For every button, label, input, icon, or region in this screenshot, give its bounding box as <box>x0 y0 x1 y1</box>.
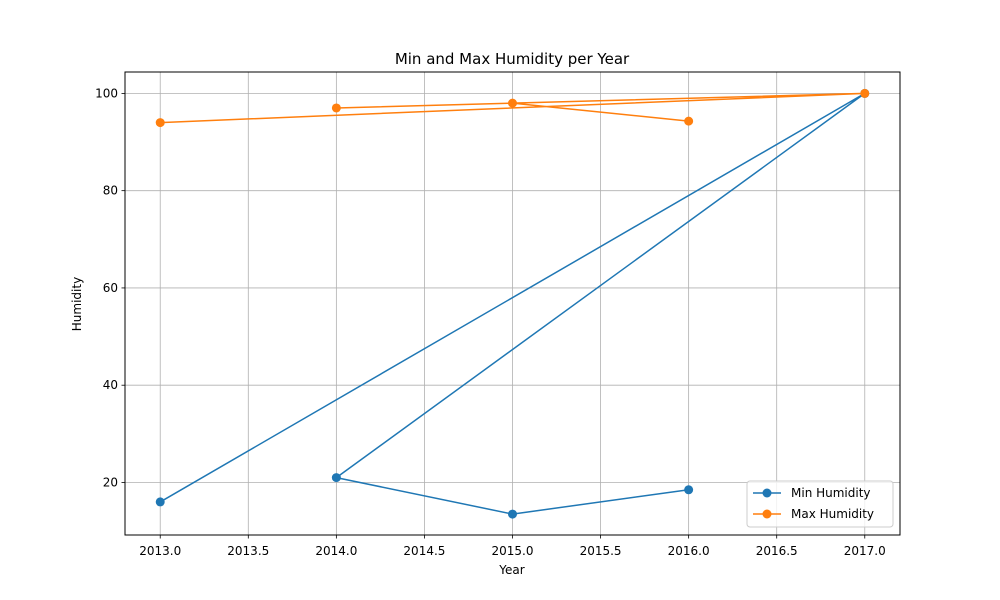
legend: Min Humidity Max Humidity <box>746 480 894 528</box>
grid-lines <box>125 72 900 535</box>
data-point <box>155 118 165 128</box>
data-point <box>684 116 694 126</box>
x-tick-label: 2013.0 <box>139 544 181 558</box>
series-max-humidity <box>155 88 870 128</box>
x-tick-label: 2014.0 <box>315 544 357 558</box>
data-point <box>331 473 341 483</box>
y-tick-label: 80 <box>103 184 118 198</box>
x-tick-label: 2014.5 <box>403 544 445 558</box>
x-tick-label: 2013.5 <box>227 544 269 558</box>
legend-marker-max <box>762 509 772 519</box>
x-tick-label: 2016.0 <box>668 544 710 558</box>
data-point <box>331 103 341 113</box>
series-layer <box>155 88 870 519</box>
x-tick-label: 2017.0 <box>844 544 886 558</box>
data-point <box>860 88 870 98</box>
data-point <box>508 509 517 519</box>
y-tick-label: 60 <box>103 281 118 295</box>
y-tick-label: 100 <box>95 86 118 100</box>
x-tick-label: 2015.5 <box>580 544 622 558</box>
y-tick-label: 40 <box>103 378 118 392</box>
x-axis-label: Year <box>498 563 524 577</box>
axis-ticks: 2013.0 2013.5 2014.0 2014.5 2015.0 2015.5 2016… <box>95 86 886 558</box>
y-tick-label: 20 <box>103 475 118 489</box>
x-tick-label: 2016.5 <box>756 544 798 558</box>
legend-label-min: Min Humidity <box>791 486 871 500</box>
legend-box <box>746 480 894 528</box>
legend-marker-min <box>762 488 772 498</box>
data-point <box>684 485 694 495</box>
y-axis-label: Humidity <box>70 277 84 331</box>
x-tick-label: 2015.0 <box>492 544 534 558</box>
data-point <box>508 98 517 108</box>
data-point <box>155 497 165 507</box>
legend-label-max: Max Humidity <box>791 507 874 521</box>
chart-title: Min and Max Humidity per Year <box>395 50 630 68</box>
